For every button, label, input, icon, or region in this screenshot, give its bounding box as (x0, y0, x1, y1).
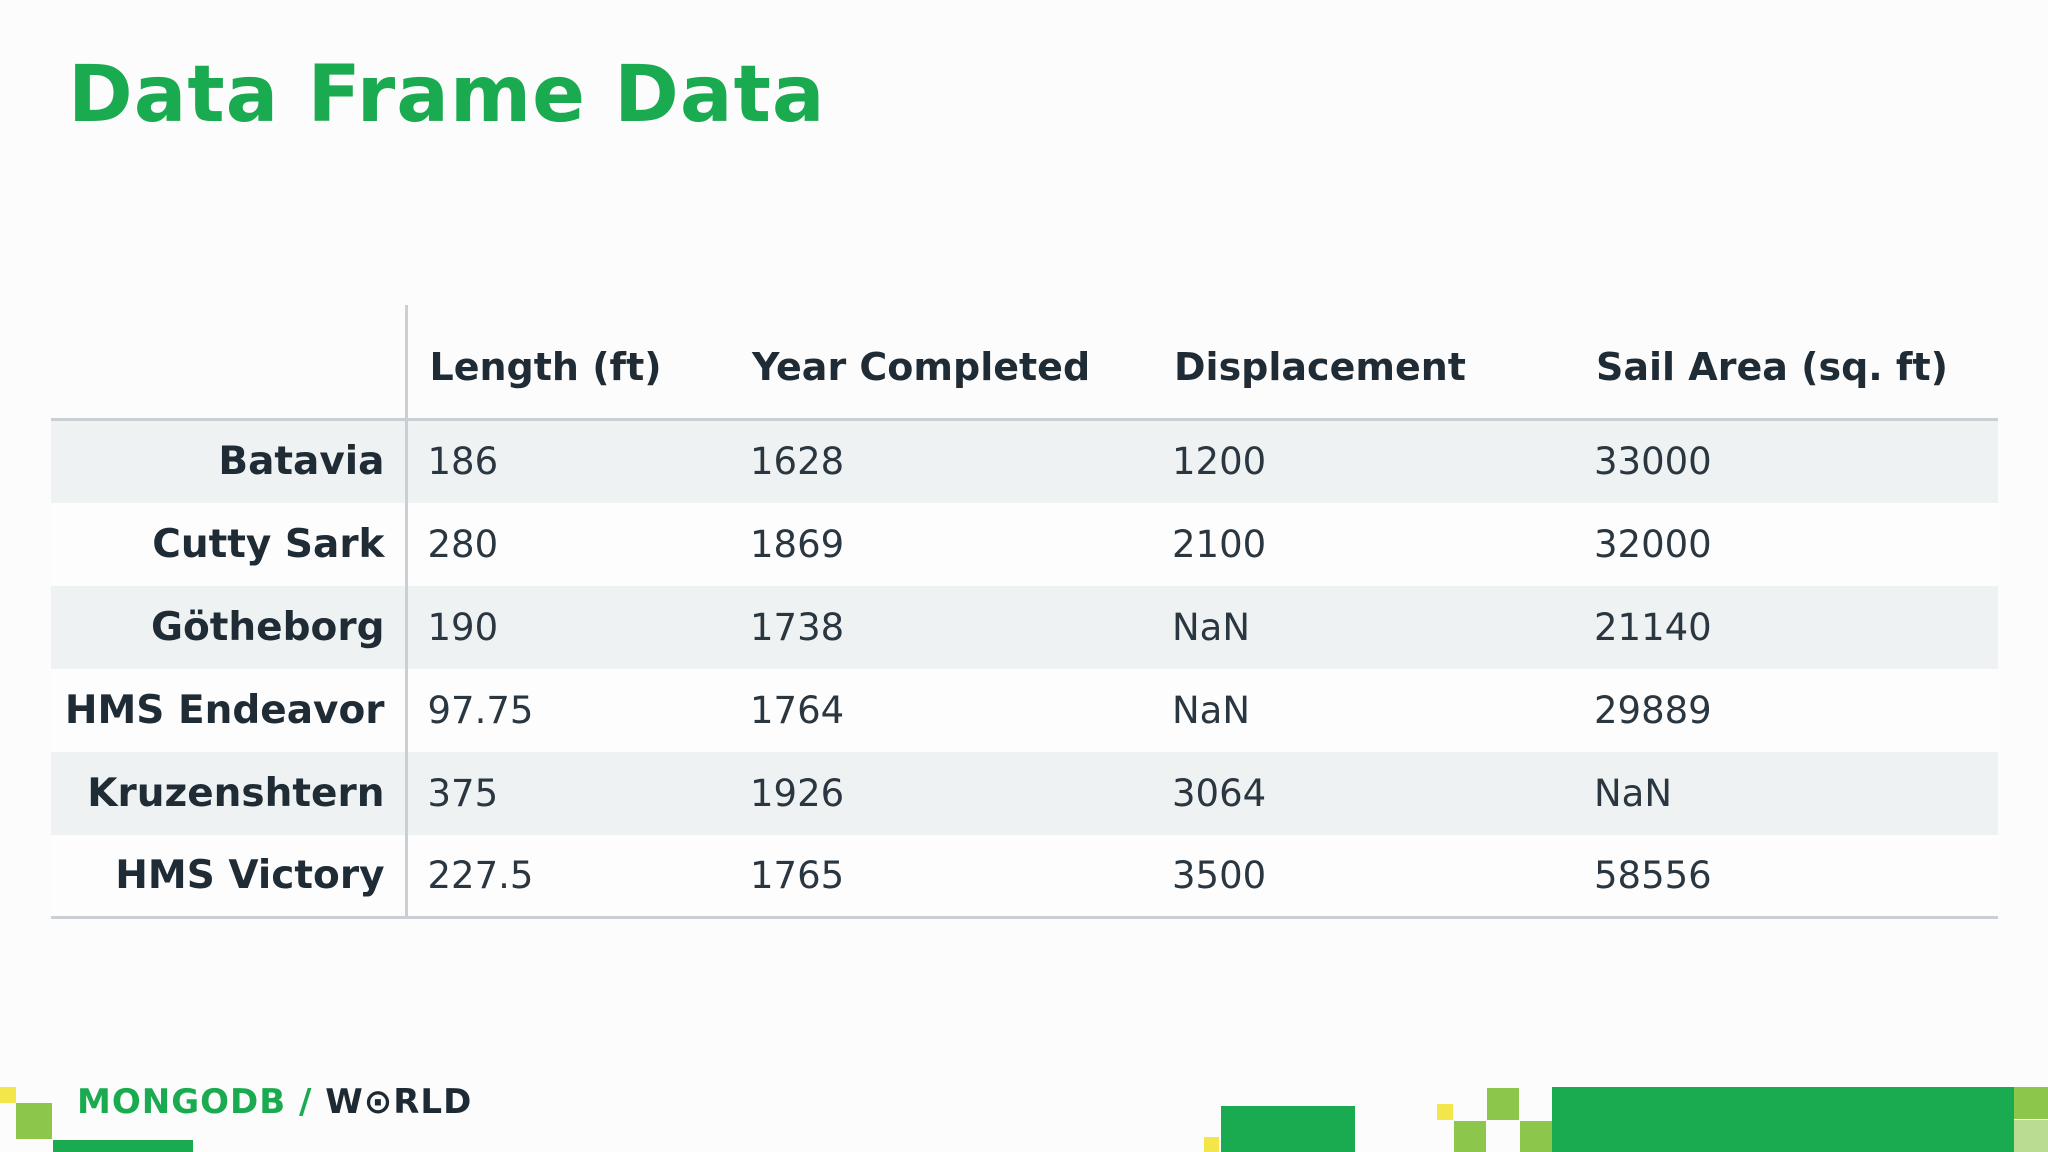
table-cell: 190 (427, 605, 499, 649)
table-cell: 58556 (1574, 834, 1998, 919)
logo-mongodb-text: MONGODB / (77, 1082, 313, 1122)
table-cell: 32000 (1594, 522, 1712, 566)
column-header: Year Completed (730, 305, 1152, 421)
column-header: Displacement (1152, 305, 1574, 421)
table-cell: 1764 (750, 688, 845, 732)
table-cell: 1765 (730, 834, 1152, 919)
table-header-row: Length (ft) Year Completed Displacement … (51, 305, 1998, 421)
column-header: Length (ft) (406, 305, 730, 421)
row-label: Cutty Sark (51, 502, 408, 586)
table-row: HMS Endeavor 97.75 1764 NaN 29889 (51, 668, 1998, 752)
decor-block-green (1221, 1106, 1355, 1152)
table-cell: 3500 (1152, 834, 1574, 919)
table-cell: 97.75 (427, 688, 534, 732)
table-cell: 29889 (1594, 688, 1712, 732)
table-row: HMS Victory 227.5 1765 3500 58556 (51, 834, 1998, 919)
row-label: HMS Endeavor (51, 668, 408, 752)
mongodb-world-logo: MONGODB / W⊙RLD (77, 1082, 472, 1122)
table-cell: 186 (427, 440, 499, 484)
table-cell: 375 (427, 771, 499, 815)
table-cell: 1869 (750, 522, 845, 566)
decor-pixel-lightgreen (16, 1103, 52, 1139)
row-label: Kruzenshtern (51, 751, 408, 835)
decor-bar-green (53, 1140, 193, 1152)
table-cell: NaN (1594, 771, 1673, 815)
table-cell: 227.5 (406, 834, 730, 919)
table-row: Cutty Sark 280 1869 2100 32000 (51, 502, 1998, 586)
table-row: Götheborg 190 1738 NaN 21140 (51, 585, 1998, 669)
row-label: Batavia (51, 419, 408, 503)
decor-pixel-lightgreen (2014, 1120, 2048, 1152)
table-cell: NaN (1172, 605, 1251, 649)
table-cell: 1628 (750, 440, 845, 484)
decor-pixel-yellow (1437, 1104, 1453, 1120)
decor-block-green (1552, 1087, 2014, 1152)
decor-pixel-yellow (1204, 1137, 1219, 1152)
decor-pixel-lightgreen (1487, 1088, 1519, 1120)
table-row: Batavia 186 1628 1200 33000 (51, 419, 1998, 503)
table-cell: 33000 (1594, 440, 1712, 484)
table-row: Kruzenshtern 375 1926 3064 NaN (51, 751, 1998, 835)
table-cell: NaN (1172, 688, 1251, 732)
slide-title: Data Frame Data (68, 50, 826, 140)
row-label: Götheborg (51, 585, 408, 669)
table-cell: 1738 (750, 605, 845, 649)
decor-pixel-lightgreen (2014, 1087, 2048, 1119)
decor-pixel-lightgreen (1520, 1121, 1552, 1152)
index-header-cell (51, 305, 408, 421)
logo-world-text: W⊙RLD (325, 1082, 473, 1122)
table-cell: 1926 (750, 771, 845, 815)
table-cell: 3064 (1172, 771, 1267, 815)
decor-pixel-yellow (0, 1087, 16, 1103)
data-frame-table: Length (ft) Year Completed Displacement … (51, 305, 1998, 919)
row-label: HMS Victory (51, 834, 408, 919)
decor-pixel-lightgreen (1454, 1121, 1486, 1152)
column-header: Sail Area (sq. ft) (1574, 305, 1998, 421)
table-cell: 1200 (1172, 440, 1267, 484)
table-cell: 2100 (1172, 522, 1267, 566)
table-cell: 21140 (1594, 605, 1712, 649)
table-cell: 280 (427, 522, 499, 566)
